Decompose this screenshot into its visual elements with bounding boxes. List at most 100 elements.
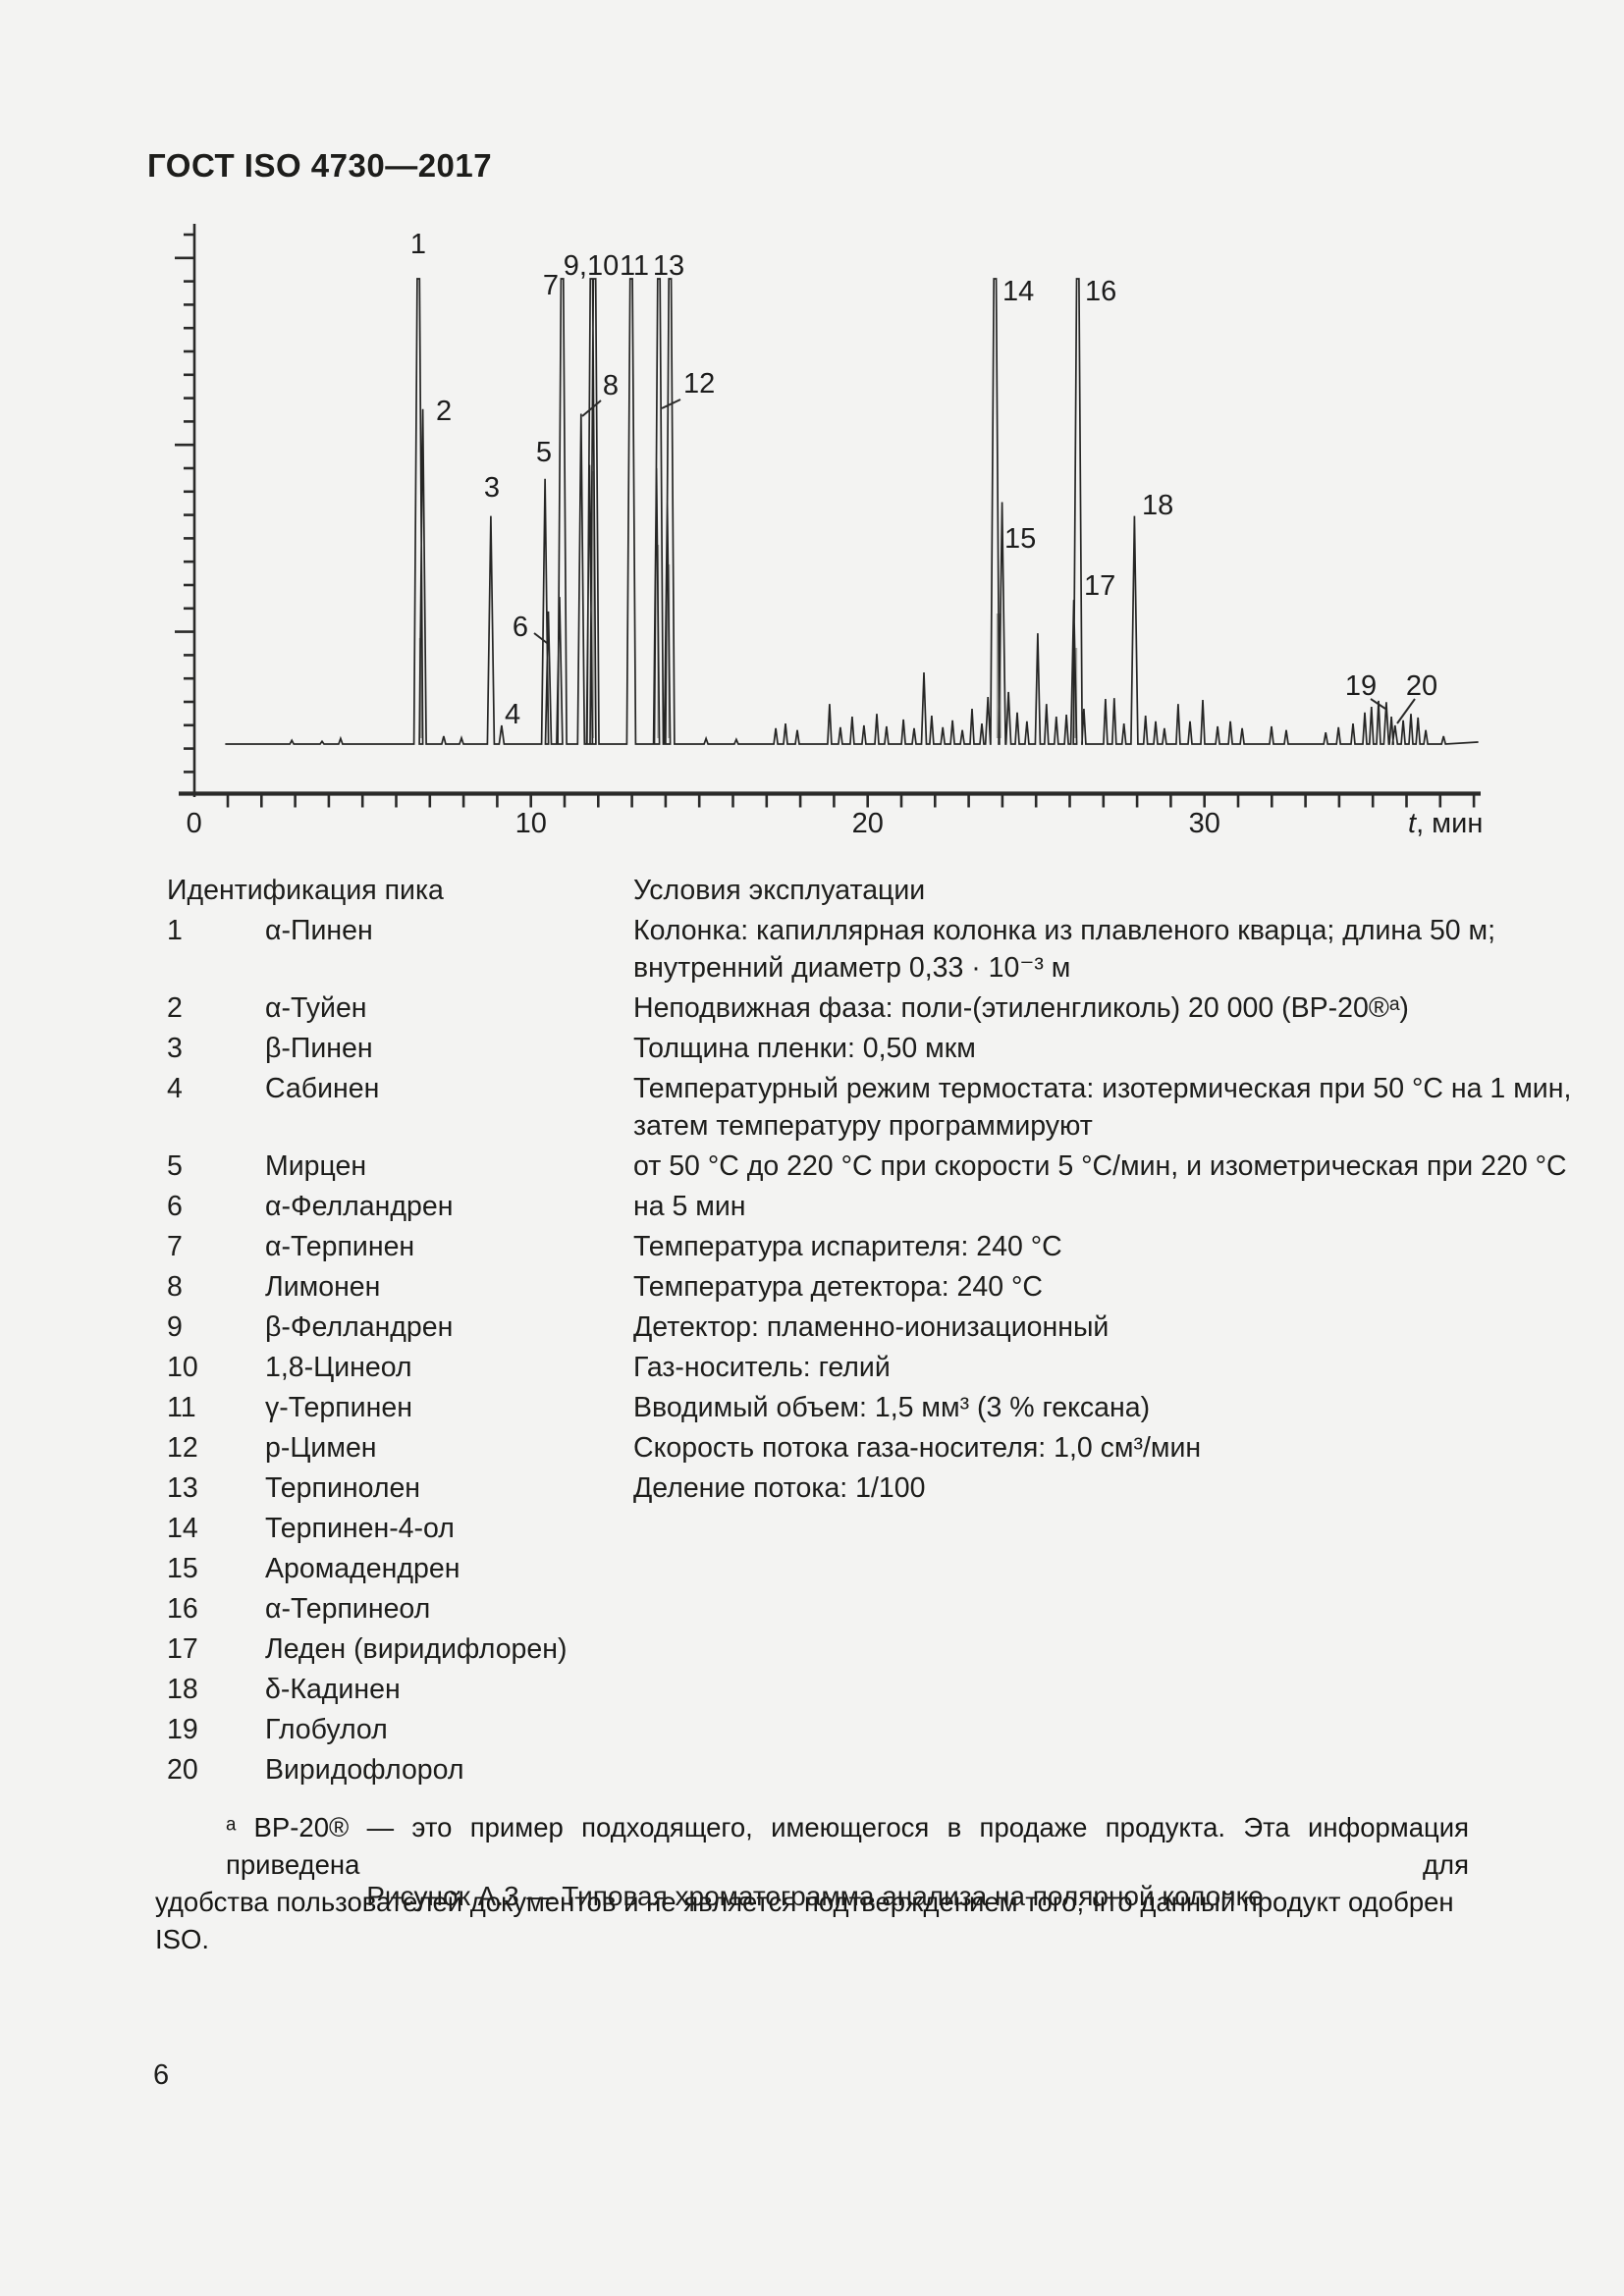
peak-number: 12	[167, 1432, 198, 1464]
x-axis-tick-label: 30	[1189, 808, 1220, 839]
condition-line: затем температуру программируют	[633, 1110, 1093, 1142]
condition-text: Вводимый объем: 1,5 мм³ (3 % гексана)	[633, 1389, 1571, 1426]
peak-number: 17	[167, 1633, 198, 1665]
peak-number: 16	[167, 1593, 198, 1625]
footnote-line-1: ᵃ BP-20® — это пример подходящего, имеющ…	[226, 1812, 1469, 1880]
peak-number: 20	[167, 1754, 198, 1786]
peak-label-6: 6	[513, 612, 528, 643]
peak-number: 19	[167, 1714, 198, 1745]
condition-line: на 5 мин	[633, 1191, 746, 1222]
peak-number: 1	[167, 915, 183, 946]
chromatogram-trace	[225, 278, 1479, 745]
condition-line: Температурный режим термостата: изотерми…	[633, 1073, 1572, 1104]
peak-name: γ-Терпинен	[265, 1392, 412, 1423]
condition-line: Газ-носитель: гелий	[633, 1352, 891, 1383]
condition-line: Температура испарителя: 240 °C	[633, 1231, 1062, 1262]
peak-name: p-Цимен	[265, 1432, 377, 1464]
peak-label-3: 3	[484, 472, 500, 504]
peak-number: 14	[167, 1513, 198, 1544]
peak-label-15: 15	[1004, 523, 1036, 555]
peak-name: Глобулол	[265, 1714, 388, 1745]
peak-number: 9	[167, 1311, 183, 1343]
figure-caption: Рисунок А.3 — Типовая хроматограмма анал…	[366, 1881, 1264, 1911]
peak-label-14: 14	[1002, 276, 1034, 307]
x-axis-tick-label: 20	[852, 808, 884, 839]
condition-text: Детектор: пламенно-ионизационный	[633, 1308, 1571, 1346]
peak-number: 3	[167, 1033, 183, 1064]
condition-text: Температура испарителя: 240 °C	[633, 1228, 1571, 1265]
peak-label-2: 2	[436, 396, 452, 427]
condition-text	[633, 1550, 1571, 1587]
peak-label-7: 7	[543, 270, 559, 301]
peak-name: 1,8-Цинеол	[265, 1352, 412, 1383]
peak-name: Терпинолен	[265, 1472, 421, 1504]
peak-label-leader	[533, 632, 548, 644]
condition-text: на 5 мин	[633, 1188, 1571, 1225]
peak-number: 10	[167, 1352, 198, 1383]
condition-text	[633, 1671, 1571, 1708]
peak-name: Леден (виридифлорен)	[265, 1633, 568, 1665]
peak-number: 18	[167, 1674, 198, 1705]
peak-name: Терпинен-4-ол	[265, 1513, 455, 1544]
peak-number: 6	[167, 1191, 183, 1222]
peak-label-17: 17	[1084, 570, 1115, 602]
peak-number: 4	[167, 1073, 183, 1104]
peak-name: α-Терпинеол	[265, 1593, 431, 1625]
peak-label-18: 18	[1142, 490, 1173, 521]
peak-number: 15	[167, 1553, 198, 1584]
peak-label-1: 1	[410, 229, 426, 260]
peak-name: α-Пинен	[265, 915, 373, 946]
condition-text	[633, 1630, 1571, 1668]
peak-label-9-10: 9,10	[564, 250, 619, 282]
condition-line: Колонка: капиллярная колонка из плавлено…	[633, 915, 1496, 946]
peak-label-leader	[661, 399, 681, 409]
condition-line: от 50 °C до 220 °C при скорости 5 °C/мин…	[633, 1150, 1567, 1182]
peak-label-8: 8	[603, 370, 619, 401]
condition-text: от 50 °C до 220 °C при скорости 5 °C/мин…	[633, 1148, 1571, 1185]
peak-number: 7	[167, 1231, 183, 1262]
peak-name: α-Терпинен	[265, 1231, 415, 1262]
condition-text: Газ-носитель: гелий	[633, 1349, 1571, 1386]
condition-text	[633, 1510, 1571, 1547]
peak-name: Аромадендрен	[265, 1553, 460, 1584]
x-axis-title: t, мин	[1408, 808, 1483, 839]
peak-name: β-Пинен	[265, 1033, 373, 1064]
footnote: ᵃ BP-20® — это пример подходящего, имеющ…	[155, 1809, 1469, 1958]
condition-text	[633, 1590, 1571, 1628]
peak-name: Сабинен	[265, 1073, 380, 1104]
peak-name: Мирцен	[265, 1150, 367, 1182]
condition-line: Скорость потока газа-носителя: 1,0 см³/м…	[633, 1432, 1202, 1464]
condition-line: Температура детектора: 240 °C	[633, 1271, 1044, 1303]
peak-number: 8	[167, 1271, 183, 1303]
condition-line: Неподвижная фаза: поли-(этиленгликоль) 2…	[633, 992, 1409, 1024]
condition-text: Колонка: капиллярная колонка из плавлено…	[633, 912, 1571, 987]
peak-label-20: 20	[1406, 670, 1437, 702]
condition-line: Деление потока: 1/100	[633, 1472, 926, 1504]
peak-number: 11	[167, 1392, 196, 1423]
document-header: ГОСТ ISO 4730—2017	[147, 147, 493, 184]
peak-label-19: 19	[1345, 670, 1377, 702]
peak-number: 2	[167, 992, 183, 1024]
condition-text: Неподвижная фаза: поли-(этиленгликоль) 2…	[633, 989, 1571, 1027]
peak-name: δ-Кадинен	[265, 1674, 401, 1705]
footnote-line-2: удобства пользователей документов и не я…	[155, 1887, 1454, 1954]
peak-label-leader	[1396, 698, 1416, 724]
peak-label-13: 13	[653, 250, 684, 282]
peak-name: Лимонен	[265, 1271, 381, 1303]
condition-line: Толщина пленки: 0,50 мкм	[633, 1033, 976, 1064]
peak-label-4: 4	[505, 699, 520, 730]
condition-text: Температурный режим термостата: изотерми…	[633, 1070, 1571, 1145]
peak-id-header: Идентификация пика	[167, 875, 444, 906]
peak-label-5: 5	[536, 437, 552, 468]
condition-line: Вводимый объем: 1,5 мм³ (3 % гексана)	[633, 1392, 1151, 1423]
condition-text: Деление потока: 1/100	[633, 1469, 1571, 1507]
x-axis-tick-label: 10	[515, 808, 547, 839]
condition-line: Детектор: пламенно-ионизационный	[633, 1311, 1110, 1343]
condition-text: Скорость потока газа-носителя: 1,0 см³/м…	[633, 1429, 1571, 1467]
page-number: 6	[153, 2059, 170, 2091]
peak-label-16: 16	[1085, 276, 1116, 307]
peak-label-12: 12	[683, 368, 715, 400]
